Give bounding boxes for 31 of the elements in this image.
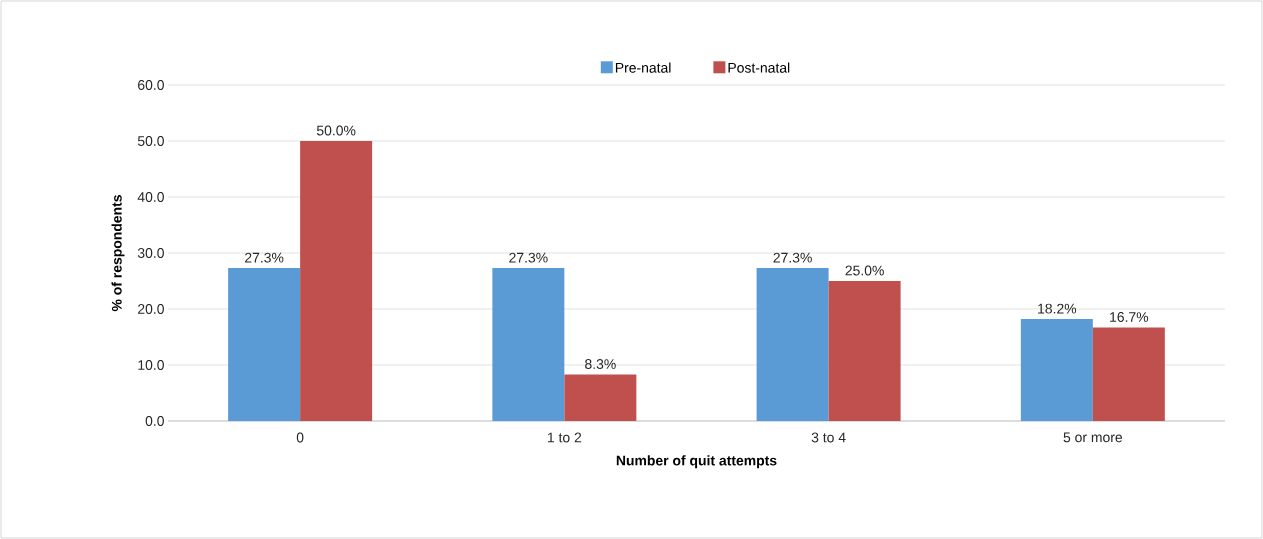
data-label: 27.3% bbox=[773, 252, 812, 263]
data-label: 27.3% bbox=[509, 252, 548, 263]
y-tick-label: 10.0 bbox=[138, 360, 164, 370]
x-axis-title: Number of quit attempts bbox=[616, 455, 777, 469]
bar bbox=[828, 281, 901, 421]
y-tick-label: 50.0 bbox=[137, 136, 164, 146]
y-axis-title: % of respondents bbox=[111, 195, 125, 312]
y-tick-label: 30.0 bbox=[137, 248, 164, 258]
bar bbox=[492, 268, 565, 421]
y-tick-label: 20.0 bbox=[138, 304, 164, 314]
bar bbox=[1092, 327, 1165, 421]
bar bbox=[756, 268, 829, 421]
x-tick-label: 5 or more bbox=[1063, 432, 1123, 443]
bar bbox=[228, 268, 301, 421]
data-label: 27.3% bbox=[245, 252, 284, 263]
legend-label: Post-natal bbox=[728, 62, 790, 73]
data-label: 18.2% bbox=[1038, 303, 1077, 314]
data-label: 50.0% bbox=[316, 125, 356, 136]
y-tick-label: 0.0 bbox=[145, 416, 164, 426]
bar bbox=[1020, 319, 1093, 421]
data-label: 25.0% bbox=[845, 265, 884, 276]
data-label: 8.3% bbox=[585, 359, 616, 369]
y-tick-label: 60.0 bbox=[138, 80, 164, 90]
x-tick-label: 1 to 2 bbox=[547, 432, 582, 443]
bar bbox=[300, 141, 373, 421]
x-tick-label: 3 to 4 bbox=[811, 432, 846, 443]
x-tick-label: 0 bbox=[296, 432, 304, 443]
data-label: 16.7% bbox=[1110, 312, 1149, 322]
legend-label: Pre-natal bbox=[615, 62, 671, 73]
bar bbox=[564, 374, 637, 421]
y-tick-label: 40.0 bbox=[137, 192, 164, 202]
